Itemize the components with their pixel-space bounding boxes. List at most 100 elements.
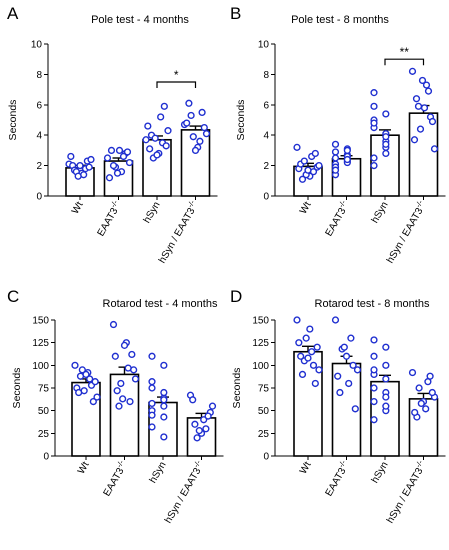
data-point [408, 67, 417, 75]
data-point [189, 396, 197, 404]
data-point [202, 130, 211, 138]
data-point [353, 366, 362, 374]
data-point [336, 388, 344, 397]
data-point [160, 102, 168, 110]
y-tick-label: 2 [263, 161, 269, 172]
data-point [426, 372, 434, 380]
data-point [123, 148, 132, 156]
data-point [422, 81, 431, 89]
panel-letter: A [7, 4, 19, 23]
panel-letter: D [230, 287, 242, 306]
data-point [370, 352, 378, 360]
data-point [153, 151, 161, 159]
data-point [351, 405, 359, 413]
chart-title: Pole test - 8 months [291, 14, 389, 26]
data-point [331, 140, 340, 148]
panel-d: D Rotarod test - 8 months Seconds 0 25 50 7… [230, 287, 446, 525]
x-tick-label: Wt [70, 200, 86, 216]
data-point [191, 420, 199, 428]
data-point [82, 370, 90, 379]
data-point [302, 334, 310, 342]
data-point [342, 352, 351, 360]
data-point [109, 162, 118, 170]
data-point [370, 162, 378, 170]
data-point [157, 113, 165, 121]
data-point [370, 102, 378, 110]
x-tick-label: hSyn / EAAT3-/- [160, 458, 207, 525]
data-point [117, 379, 125, 388]
data-point [142, 136, 150, 144]
data-point [295, 339, 303, 347]
data-point [304, 354, 312, 362]
y-tick-label: 0 [36, 192, 42, 203]
data-point [430, 145, 439, 153]
data-point [422, 405, 430, 413]
data-point [415, 384, 423, 392]
data-point [412, 95, 421, 103]
data-point [200, 123, 208, 132]
panel-b: B Pole test - 8 months Seconds 0 2 4 6 8 10 Wt… [230, 4, 446, 265]
data-point [306, 325, 314, 333]
data-point [411, 408, 419, 417]
significance-label: ** [400, 45, 410, 59]
data-point [196, 137, 204, 145]
data-point [382, 343, 390, 351]
x-tick-label: hSyn / EAAT3-/- [154, 198, 201, 265]
data-point [160, 396, 168, 404]
data-point [298, 370, 307, 379]
data-point [187, 111, 195, 120]
y-tick-label: 100 [32, 361, 49, 372]
y-tick-label: 0 [263, 192, 269, 203]
x-tick-label: hSyn [370, 200, 391, 225]
data-point [148, 399, 156, 408]
bar [109, 373, 140, 457]
panel-c: C Rotarod test - 4 months Seconds 0 25 50 7… [7, 287, 224, 525]
y-tick-label: 6 [36, 100, 42, 111]
y-tick-label: 75 [38, 384, 50, 395]
x-tick-label: Wt [298, 460, 314, 476]
data-point [164, 127, 172, 135]
data-point [198, 108, 206, 117]
data-point [193, 434, 201, 442]
data-point [183, 119, 191, 127]
data-point [382, 375, 390, 383]
data-point [86, 375, 94, 383]
data-point [416, 125, 425, 133]
data-point [311, 379, 319, 388]
y-tick-label: 4 [263, 131, 269, 142]
x-tick-label: hSyn / EAAT3-/- [382, 198, 429, 265]
panel-letter: C [7, 287, 19, 306]
data-point [185, 99, 193, 107]
data-point [311, 149, 319, 158]
data-point [105, 174, 114, 182]
data-point [343, 155, 351, 164]
y-tick-label: 6 [263, 100, 269, 111]
y-tick-label: 2 [36, 161, 42, 172]
y-tick-label: 10 [258, 40, 270, 51]
data-point [80, 387, 88, 395]
data-point [162, 142, 170, 150]
data-point [113, 387, 121, 395]
data-point [208, 402, 217, 410]
data-point [160, 361, 168, 369]
data-point [148, 378, 156, 386]
data-point [200, 416, 208, 424]
data-point [300, 157, 308, 165]
data-point [315, 366, 323, 374]
data-point [370, 89, 378, 97]
data-point [160, 402, 168, 410]
data-point [125, 158, 134, 167]
data-point [148, 411, 156, 419]
data-point [297, 352, 305, 360]
data-point [120, 341, 129, 349]
data-point [160, 413, 168, 421]
data-point [113, 169, 122, 177]
y-axis-label: Seconds [235, 100, 247, 141]
data-point [74, 172, 82, 180]
panel-letter: B [230, 4, 241, 23]
data-point [293, 143, 301, 151]
y-tick-label: 50 [38, 406, 50, 417]
data-point [408, 368, 417, 377]
data-point [126, 398, 134, 406]
y-tick-label: 75 [258, 384, 270, 395]
